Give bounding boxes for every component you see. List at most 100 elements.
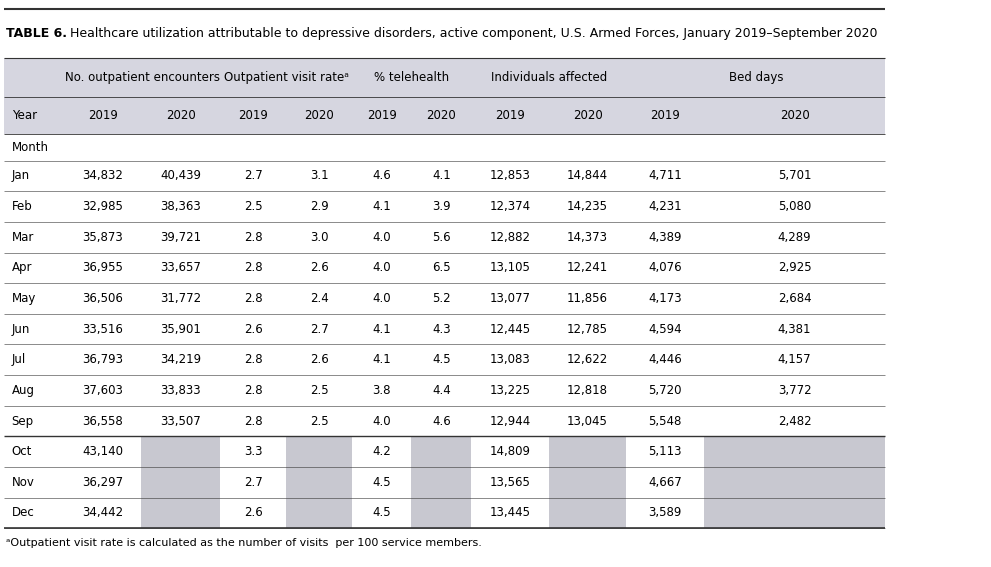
Bar — [4, 283, 885, 314]
Text: 5,701: 5,701 — [778, 170, 812, 183]
Text: 2019: 2019 — [650, 109, 680, 122]
Text: 35,873: 35,873 — [82, 231, 123, 244]
Text: 43,140: 43,140 — [82, 445, 123, 458]
Text: Jun: Jun — [12, 323, 30, 336]
Text: 2.6: 2.6 — [310, 261, 329, 274]
Text: 4.6: 4.6 — [373, 170, 391, 183]
Text: 12,882: 12,882 — [490, 231, 530, 244]
Bar — [4, 134, 885, 160]
Text: 4.0: 4.0 — [373, 414, 391, 428]
Text: No. outpatient encounters: No. outpatient encounters — [64, 71, 220, 84]
Text: 2019: 2019 — [496, 109, 525, 122]
Text: 14,235: 14,235 — [567, 200, 608, 213]
Text: 2.8: 2.8 — [244, 353, 263, 366]
Bar — [704, 437, 885, 467]
Text: 34,219: 34,219 — [161, 353, 201, 366]
Bar — [4, 160, 885, 191]
Bar — [4, 375, 885, 406]
Text: May: May — [12, 292, 36, 305]
Text: 3.8: 3.8 — [373, 384, 391, 397]
Text: 4.1: 4.1 — [432, 170, 451, 183]
Text: 5.6: 5.6 — [432, 231, 451, 244]
Text: 4,594: 4,594 — [648, 323, 682, 336]
Text: 36,955: 36,955 — [82, 261, 123, 274]
Text: 4.3: 4.3 — [432, 323, 451, 336]
Text: 40,439: 40,439 — [161, 170, 201, 183]
Text: 4.4: 4.4 — [432, 384, 451, 397]
Text: 2019: 2019 — [239, 109, 269, 122]
Text: 4,157: 4,157 — [778, 353, 812, 366]
Text: 2.6: 2.6 — [244, 506, 263, 519]
Text: 2.4: 2.4 — [310, 292, 329, 305]
Text: 2,684: 2,684 — [778, 292, 812, 305]
Text: Dec: Dec — [12, 506, 35, 519]
Text: Sep: Sep — [12, 414, 34, 428]
Text: 2020: 2020 — [573, 109, 603, 122]
Text: 5,113: 5,113 — [648, 445, 682, 458]
Text: 2019: 2019 — [88, 109, 118, 122]
Text: 4,381: 4,381 — [778, 323, 812, 336]
Text: 2.8: 2.8 — [244, 292, 263, 305]
Text: 13,105: 13,105 — [490, 261, 530, 274]
Text: 4,711: 4,711 — [648, 170, 682, 183]
Text: 5,548: 5,548 — [648, 414, 682, 428]
Text: 2.7: 2.7 — [244, 170, 263, 183]
Text: 2.9: 2.9 — [310, 200, 329, 213]
Text: 36,558: 36,558 — [82, 414, 123, 428]
Text: 13,445: 13,445 — [490, 506, 530, 519]
Text: 3,772: 3,772 — [778, 384, 812, 397]
Text: 32,985: 32,985 — [82, 200, 123, 213]
Text: Individuals affected: Individuals affected — [491, 71, 606, 84]
Bar — [4, 498, 885, 528]
Bar — [4, 437, 885, 467]
Text: 4.0: 4.0 — [373, 261, 391, 274]
Text: 14,809: 14,809 — [490, 445, 530, 458]
Text: Jan: Jan — [12, 170, 30, 183]
Text: Mar: Mar — [12, 231, 34, 244]
Text: 4.5: 4.5 — [373, 476, 391, 489]
Text: 4.2: 4.2 — [373, 445, 391, 458]
Bar — [141, 467, 220, 498]
Text: 4,289: 4,289 — [778, 231, 812, 244]
Text: 12,445: 12,445 — [490, 323, 530, 336]
Bar — [549, 498, 626, 528]
Text: 3.1: 3.1 — [310, 170, 329, 183]
Text: Year: Year — [12, 109, 37, 122]
Text: 4,389: 4,389 — [648, 231, 682, 244]
Text: 3.0: 3.0 — [310, 231, 329, 244]
Bar — [286, 437, 353, 467]
Text: 2.8: 2.8 — [244, 231, 263, 244]
Bar — [704, 498, 885, 528]
Text: Aug: Aug — [12, 384, 35, 397]
Text: 4,231: 4,231 — [648, 200, 682, 213]
Text: 12,622: 12,622 — [567, 353, 608, 366]
Text: 2.5: 2.5 — [244, 200, 263, 213]
Text: 13,225: 13,225 — [490, 384, 530, 397]
Text: 2.6: 2.6 — [244, 323, 263, 336]
Text: % telehealth: % telehealth — [375, 71, 449, 84]
Bar — [4, 191, 885, 222]
Text: 2.7: 2.7 — [244, 476, 263, 489]
Bar — [704, 467, 885, 498]
Text: Jul: Jul — [12, 353, 26, 366]
Text: 5.2: 5.2 — [432, 292, 451, 305]
Text: 11,856: 11,856 — [567, 292, 608, 305]
Text: 2020: 2020 — [165, 109, 195, 122]
Bar — [4, 252, 885, 283]
Text: 4.1: 4.1 — [373, 353, 391, 366]
Text: 33,833: 33,833 — [161, 384, 201, 397]
Text: 14,373: 14,373 — [567, 231, 608, 244]
Text: Healthcare utilization attributable to depressive disorders, active component, U: Healthcare utilization attributable to d… — [62, 27, 878, 40]
Bar — [411, 498, 472, 528]
Text: 4,667: 4,667 — [648, 476, 682, 489]
Text: 4,173: 4,173 — [648, 292, 682, 305]
Text: 4.0: 4.0 — [373, 292, 391, 305]
Bar — [286, 467, 353, 498]
Text: 13,083: 13,083 — [490, 353, 530, 366]
Text: Feb: Feb — [12, 200, 33, 213]
Text: 5,080: 5,080 — [778, 200, 812, 213]
Text: 12,944: 12,944 — [490, 414, 531, 428]
Text: 4,076: 4,076 — [648, 261, 682, 274]
Text: Apr: Apr — [12, 261, 32, 274]
Text: 12,853: 12,853 — [490, 170, 530, 183]
